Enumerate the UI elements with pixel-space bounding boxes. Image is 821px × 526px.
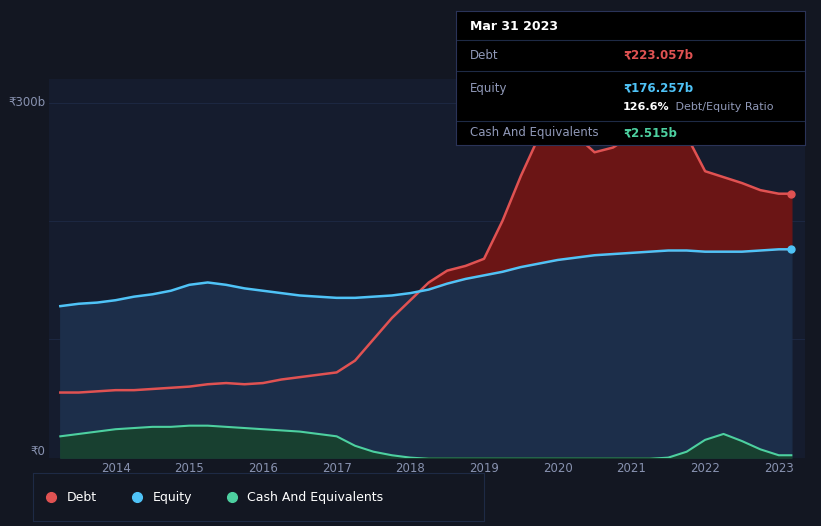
Text: ₹2.515b: ₹2.515b: [623, 126, 677, 139]
Text: ₹0: ₹0: [30, 444, 45, 458]
Text: Equity: Equity: [470, 82, 507, 95]
Text: Cash And Equivalents: Cash And Equivalents: [247, 491, 383, 503]
Text: Debt/Equity Ratio: Debt/Equity Ratio: [672, 102, 773, 112]
Text: Debt: Debt: [67, 491, 97, 503]
Text: 126.6%: 126.6%: [623, 102, 670, 112]
Text: Mar 31 2023: Mar 31 2023: [470, 20, 557, 33]
Text: ₹176.257b: ₹176.257b: [623, 82, 693, 95]
Text: ₹223.057b: ₹223.057b: [623, 49, 693, 62]
Text: Cash And Equivalents: Cash And Equivalents: [470, 126, 599, 139]
Text: Debt: Debt: [470, 49, 498, 62]
Text: Equity: Equity: [153, 491, 192, 503]
Text: ₹300b: ₹300b: [8, 96, 45, 109]
